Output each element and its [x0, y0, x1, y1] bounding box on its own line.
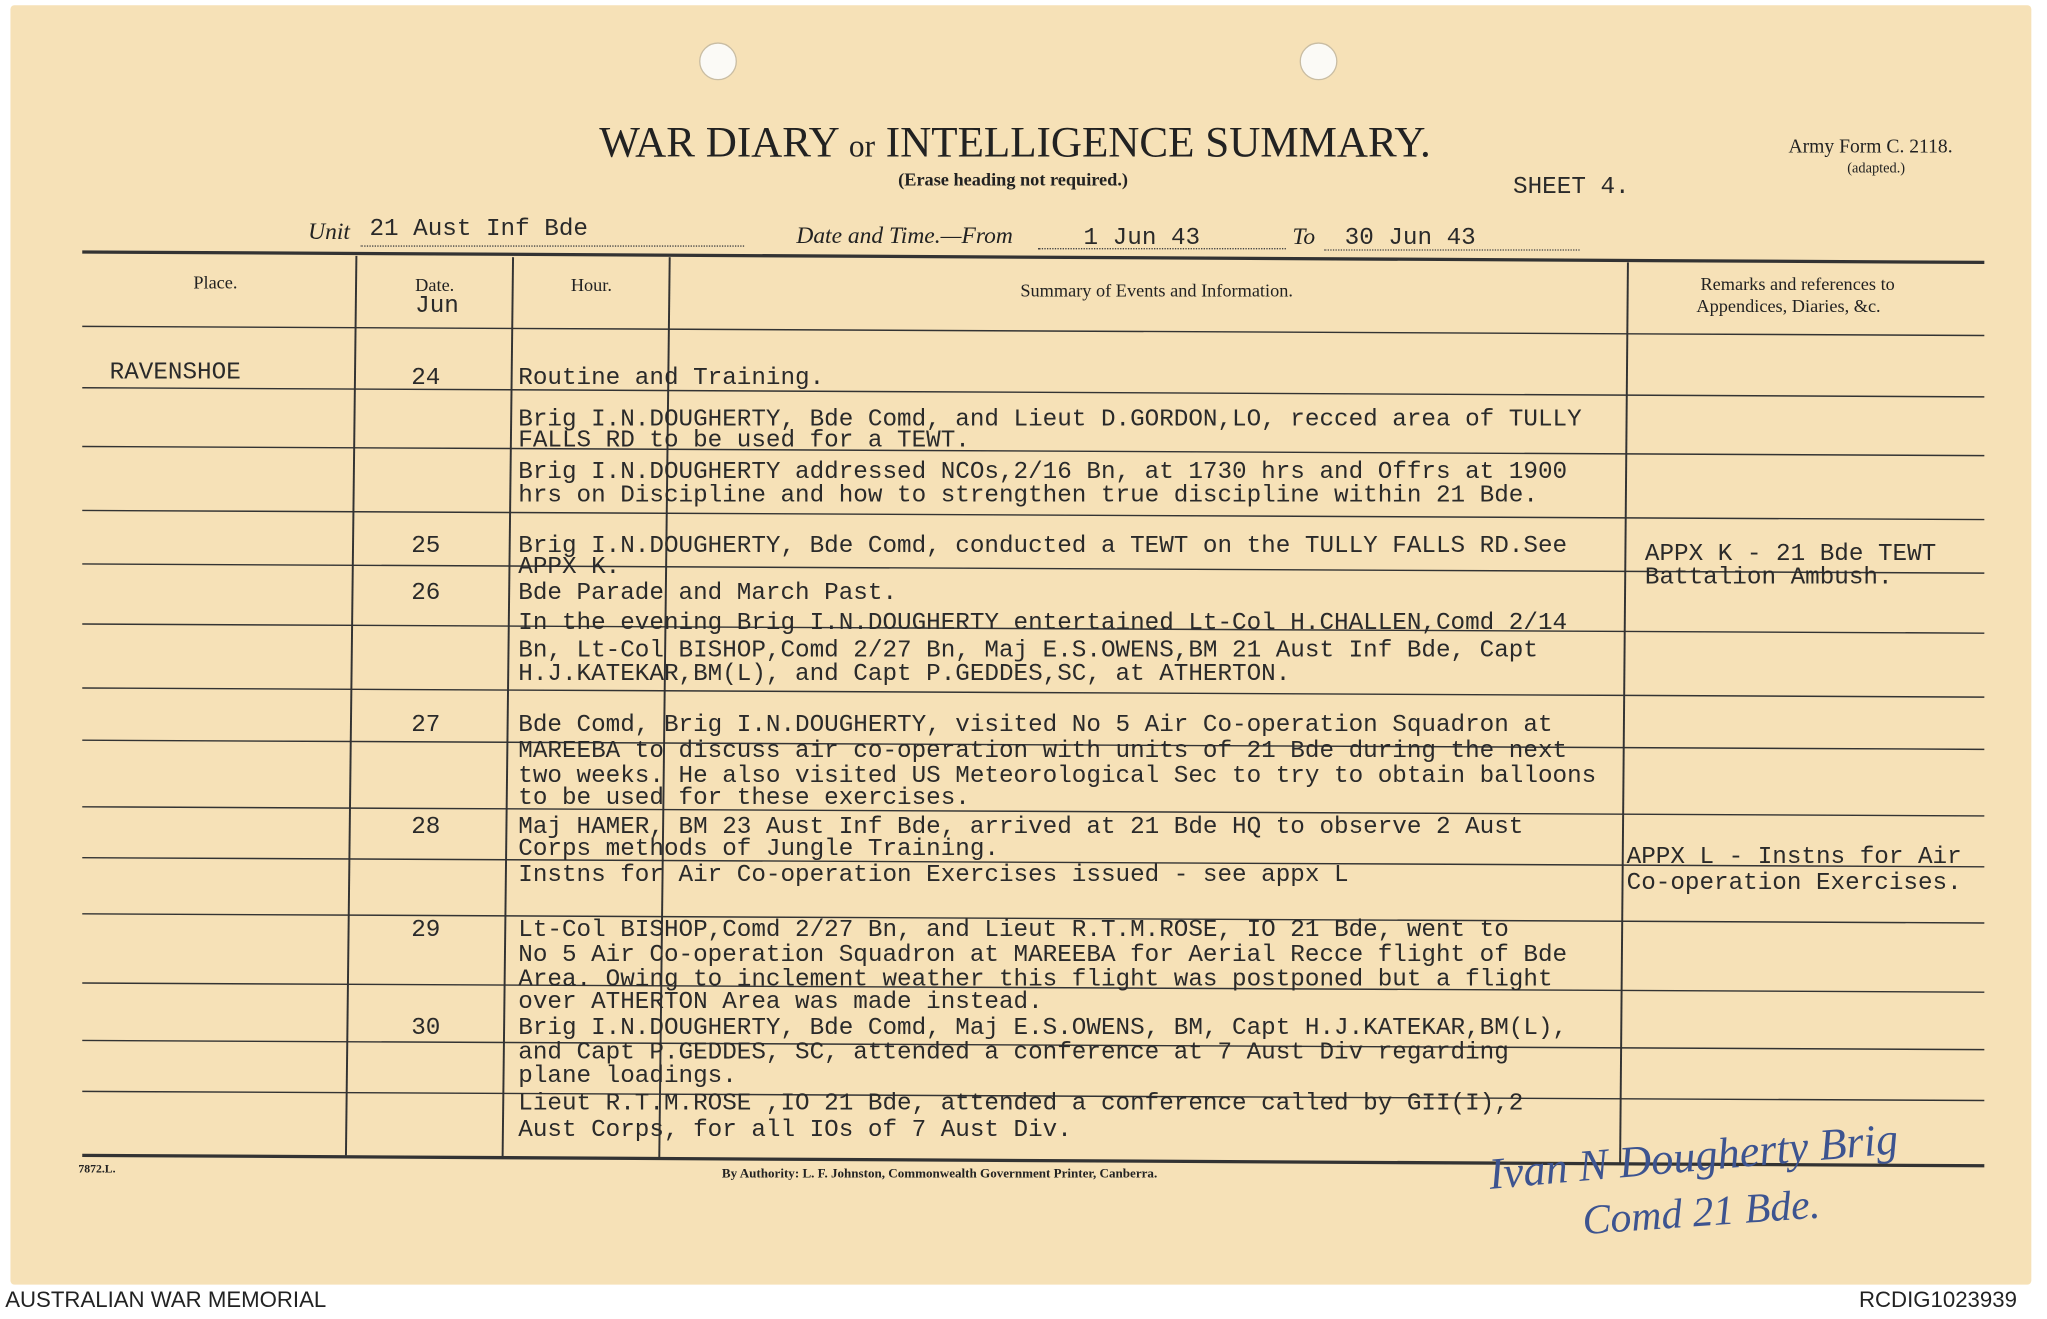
dotted-rule: [1323, 249, 1580, 251]
summary-line: Brig I.N.DOUGHERTY, Bde Comd, conducted …: [518, 532, 1568, 561]
summary-line: plane loadings.: [518, 1062, 737, 1091]
row-line: [82, 739, 1985, 751]
summary-line: Lt-Col BISHOP,Comd 2/27 Bn, and Lieut R.…: [518, 916, 1509, 944]
row-line: [82, 509, 1985, 521]
date: 24: [411, 364, 441, 392]
remark-line: APPX L - Instns for Air: [1626, 843, 1962, 871]
summary-line: APPX K.: [518, 553, 621, 581]
row-line: [82, 687, 1985, 698]
summary-line: Instns for Air Co-operation Exercises is…: [518, 861, 1349, 890]
column-header-month: Jun: [415, 292, 459, 320]
column-header: Remarks and references to: [1700, 275, 1895, 296]
summary-line: Area. Owing to inclement weather this fl…: [518, 966, 1553, 994]
title-part: INTELLIGENCE SUMMARY.: [885, 120, 1431, 168]
table-lines: [82, 250, 1985, 1168]
summary-line: Bn, Lt-Col BISHOP,Comd 2/27 Bn, Maj E.S.…: [518, 637, 1538, 665]
summary-line: No 5 Air Co-operation Squadron at MAREEB…: [518, 941, 1568, 969]
remark-line: APPX K - 21 Bde TEWT: [1644, 540, 1937, 568]
date: 26: [411, 579, 441, 608]
row-line: [82, 1090, 1985, 1102]
archive-id: RCDIG1023939: [1859, 1287, 2017, 1313]
date: 29: [411, 916, 441, 944]
date: 28: [411, 813, 441, 841]
summary-line: Aust Corps, for all IOs of 7 Aust Div.: [518, 1116, 1072, 1144]
summary-line: hrs on Discipline and how to strengthen …: [518, 481, 1538, 510]
column-header: Date.: [415, 276, 455, 297]
form-note: (adapted.): [1847, 160, 1906, 177]
sheet: SHEET 4.: [1513, 173, 1630, 202]
date-label: Date and Time.—From: [796, 221, 1013, 249]
summary-line: Brig I.N.DOUGHERTY, Bde Comd, and Lieut …: [518, 406, 1582, 434]
row-line: [82, 982, 1985, 993]
row-line: [82, 325, 1985, 337]
summary-line: In the evening Brig I.N.DOUGHERTY entert…: [518, 609, 1568, 638]
title: WAR DIARY or INTELLIGENCE SUMMARY.: [599, 120, 1431, 168]
row-line: [82, 563, 1985, 574]
column-header: Appendices, Diaries, &c.: [1696, 297, 1881, 318]
archive-name: AUSTRALIAN WAR MEMORIAL: [5, 1287, 327, 1313]
summary-line: Brig I.N.DOUGHERTY, Bde Comd, Maj E.S.OW…: [518, 1014, 1568, 1042]
row-line: [82, 913, 1985, 924]
punch-hole: [1299, 42, 1338, 81]
title-part: WAR DIARY: [599, 120, 839, 168]
summary-line: Maj HAMER, BM 23 Aust Inf Bde, arrived a…: [518, 813, 1524, 841]
subtitle: (Erase heading not required.): [898, 171, 1128, 191]
row-line: [82, 806, 1985, 817]
row-line: [82, 445, 1985, 457]
summary-line: over ATHERTON Area was made instead.: [518, 988, 1043, 1016]
summary-line: to be used for these exercises.: [518, 784, 970, 813]
row-line: [82, 387, 1985, 398]
form-code: 7872.L.: [78, 1161, 116, 1175]
column-header: Summary of Events and Information.: [1020, 281, 1293, 302]
form-number: Army Form C. 2118.: [1788, 137, 1953, 158]
date-to: 30 Jun 43: [1344, 224, 1476, 252]
summary-line: H.J.KATEKAR,BM(L), and Capt P.GEDDES,SC,…: [518, 660, 1291, 688]
date: 27: [411, 711, 441, 739]
row-line: [82, 623, 1985, 634]
to-label: To: [1292, 223, 1316, 250]
summary-line: and Capt P.GEDDES, SC, attended a confer…: [518, 1039, 1509, 1067]
summary-line: Bde Comd, Brig I.N.DOUGHERTY, visited No…: [518, 711, 1553, 739]
date: 30: [411, 1014, 441, 1042]
place: RAVENSHOE: [109, 359, 241, 387]
punch-hole: [699, 42, 737, 81]
summary-line: Bde Parade and March Past.: [518, 579, 898, 608]
column-header: Place.: [193, 274, 238, 294]
summary-line: Brig I.N.DOUGHERTY addressed NCOs,2/16 B…: [518, 458, 1568, 486]
column-header: Hour.: [570, 276, 612, 297]
summary-line: MAREEBA to discuss air co-operation with…: [518, 737, 1568, 766]
summary-line: Corps methods of Jungle Training.: [518, 835, 999, 863]
title-part: or: [848, 130, 876, 165]
remark-line: Battalion Ambush.: [1644, 563, 1893, 592]
date: 25: [411, 532, 441, 561]
unit-label: Unit: [308, 218, 350, 245]
summary-line: two weeks. He also visited US Meteorolog…: [518, 762, 1597, 790]
authority: By Authority: L. F. Johnston, Commonweal…: [721, 1167, 1158, 1182]
dotted-rule: [360, 245, 745, 247]
date-from: 1 Jun 43: [1083, 224, 1201, 252]
summary-line: Routine and Training.: [518, 364, 825, 392]
row-line: [82, 1039, 1985, 1051]
summary-line: FALLS RD to be used for a TEWT.: [518, 426, 970, 455]
unit: 21 Aust Inf Bde: [369, 215, 588, 243]
remark-line: Co-operation Exercises.: [1626, 869, 1962, 897]
dotted-rule: [1037, 248, 1286, 250]
summary-line: Lieut R.T.M.ROSE ,IO 21 Bde, attended a …: [518, 1090, 1524, 1118]
row-line: [82, 856, 1985, 868]
